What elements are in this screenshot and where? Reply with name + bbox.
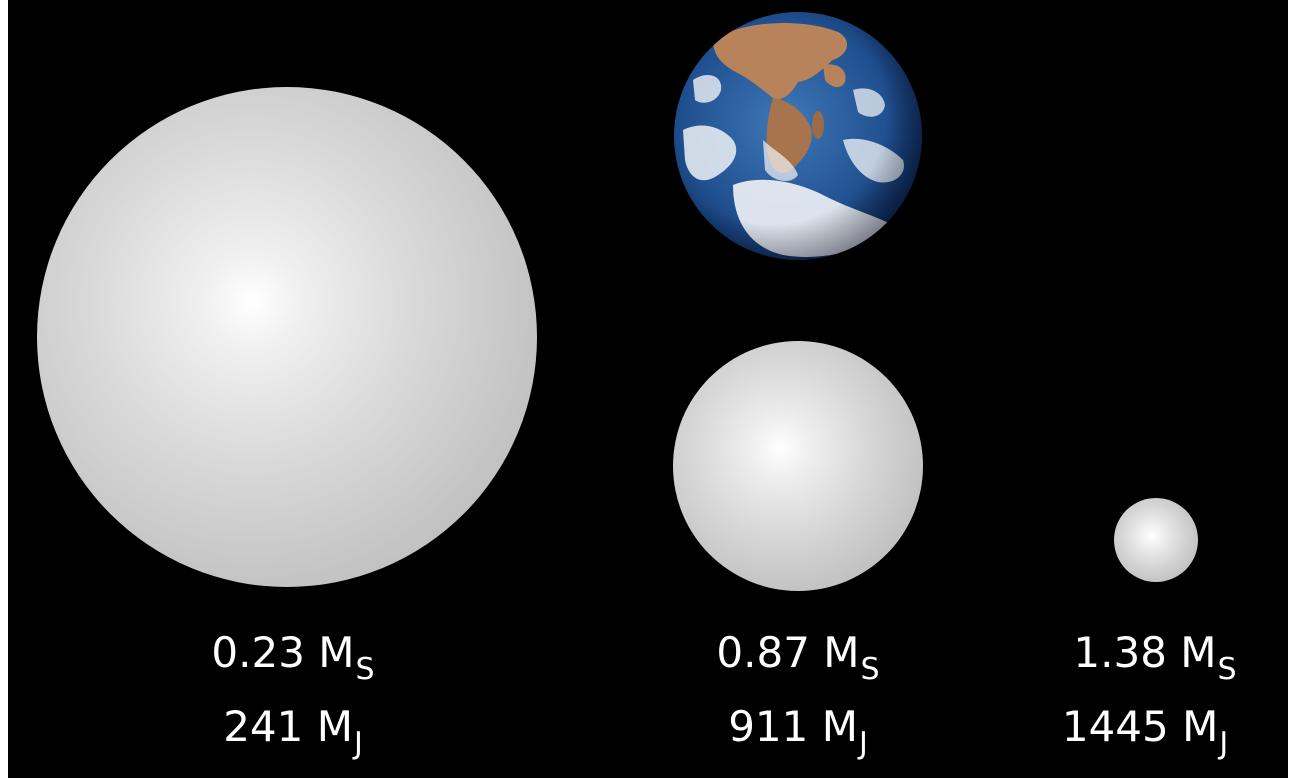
white-dwarf-sphere-large [37, 87, 537, 587]
left-border [0, 0, 8, 778]
earth-icon [674, 12, 922, 260]
mass-solar-label-2: 0.87 MS [716, 628, 880, 687]
mass-solar-label-3: 1.38 MS [1073, 628, 1237, 687]
mass-jupiter-label-3: 1445 MJ [1061, 702, 1229, 761]
mass-jupiter-label-1: 241 MJ [223, 702, 363, 761]
white-dwarf-sphere-small [1114, 498, 1198, 582]
mass-jupiter-label-2: 911 MJ [728, 702, 868, 761]
white-dwarf-sphere-medium [673, 341, 923, 591]
right-border [1288, 0, 1294, 778]
mass-solar-label-1: 0.23 MS [211, 628, 375, 687]
